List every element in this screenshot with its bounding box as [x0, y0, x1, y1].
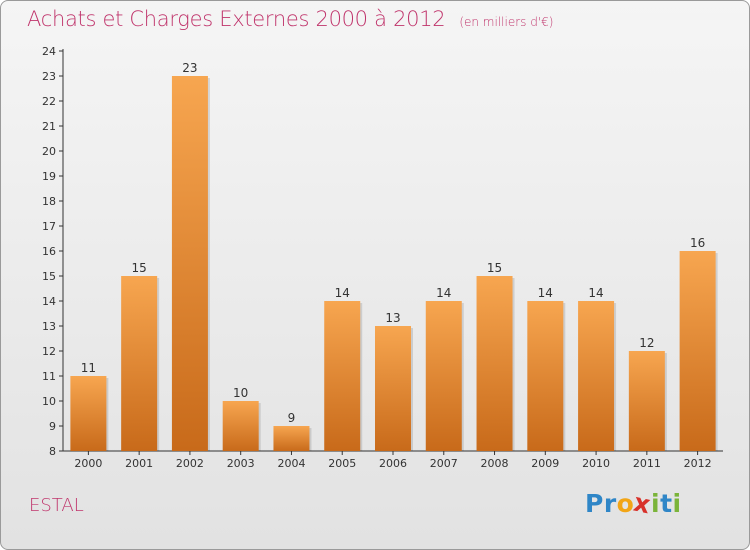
- bar-2009: [527, 301, 564, 451]
- y-tick-label: 8: [49, 445, 56, 458]
- data-label: 11: [81, 361, 96, 375]
- data-label: 15: [132, 261, 147, 275]
- bar-2012: [679, 251, 716, 451]
- bar-2008: [476, 276, 513, 451]
- y-tick-label: 11: [42, 370, 56, 383]
- x-tick-label: 2003: [227, 457, 255, 470]
- y-tick-label: 22: [42, 95, 56, 108]
- bar-2006: [375, 326, 411, 451]
- data-label: 14: [538, 286, 553, 300]
- logo-letter: r: [603, 489, 617, 518]
- y-tick-label: 10: [42, 395, 56, 408]
- data-label: 13: [385, 311, 400, 325]
- logo-letter: P: [585, 489, 604, 518]
- y-tick-label: 13: [42, 320, 56, 333]
- x-tick-label: 2001: [125, 457, 153, 470]
- bar-2007: [425, 301, 462, 451]
- y-tick-label: 12: [42, 345, 56, 358]
- bar-2004: [273, 426, 310, 451]
- y-tick-label: 14: [42, 295, 56, 308]
- chart-bars: 11 15 23 10 9 14 13 14 15 14 14 12 16: [70, 61, 718, 451]
- y-tick-label: 19: [42, 170, 56, 183]
- chart-subtitle: (en milliers d'€): [459, 15, 554, 29]
- bar-2011: [628, 351, 665, 451]
- proxiti-logo[interactable]: Proxiti: [585, 488, 682, 520]
- y-tick-label: 23: [42, 70, 56, 83]
- chart-title: Achats et Charges Externes 2000 à 2012 (e…: [27, 7, 553, 31]
- data-label: 16: [690, 236, 705, 250]
- data-label: 12: [639, 336, 654, 350]
- data-label: 10: [233, 386, 248, 400]
- x-tick-label: 2009: [531, 457, 559, 470]
- logo-letter: o: [616, 489, 635, 518]
- y-tick-label: 15: [42, 270, 56, 283]
- x-tick-label: 2004: [277, 457, 305, 470]
- data-label: 14: [588, 286, 603, 300]
- x-tick-label: 2007: [430, 457, 458, 470]
- bar-2005: [324, 301, 361, 451]
- chart-axes: 8 9 10 11 12 13 14 15 16 17 18 19 20 21 22 23 24 2000 2001…: [42, 45, 723, 470]
- logo-letter: t: [660, 489, 673, 518]
- data-label: 23: [182, 61, 197, 75]
- bar-2001: [121, 276, 158, 451]
- x-tick-label: 2005: [328, 457, 356, 470]
- bar-2003: [222, 401, 259, 451]
- bar-2002: [171, 76, 208, 451]
- y-tick-label: 9: [49, 420, 56, 433]
- logo-letter: i: [672, 489, 682, 518]
- chart-title-text: Achats et Charges Externes 2000 à 2012: [27, 7, 446, 31]
- x-tick-label: 2011: [633, 457, 661, 470]
- y-tick-label: 16: [42, 245, 56, 258]
- y-tick-label: 24: [42, 45, 56, 58]
- data-label: 14: [436, 286, 451, 300]
- x-tick-label: 2008: [481, 457, 509, 470]
- town-name: ESTAL: [29, 495, 84, 516]
- x-tick-label: 2002: [176, 457, 204, 470]
- logo-letter: i: [651, 489, 661, 518]
- y-tick-label: 18: [42, 195, 56, 208]
- y-tick-label: 21: [42, 120, 56, 133]
- data-label: 15: [487, 261, 502, 275]
- x-tick-label: 2012: [684, 457, 712, 470]
- x-tick-label: 2006: [379, 457, 407, 470]
- data-label: 9: [288, 411, 296, 425]
- bar-2010: [578, 301, 615, 451]
- x-tick-label: 2010: [582, 457, 610, 470]
- x-tick-label: 2000: [74, 457, 102, 470]
- y-tick-label: 20: [42, 145, 56, 158]
- y-tick-label: 17: [42, 220, 56, 233]
- data-label: 14: [335, 286, 350, 300]
- bar-2000: [70, 376, 107, 451]
